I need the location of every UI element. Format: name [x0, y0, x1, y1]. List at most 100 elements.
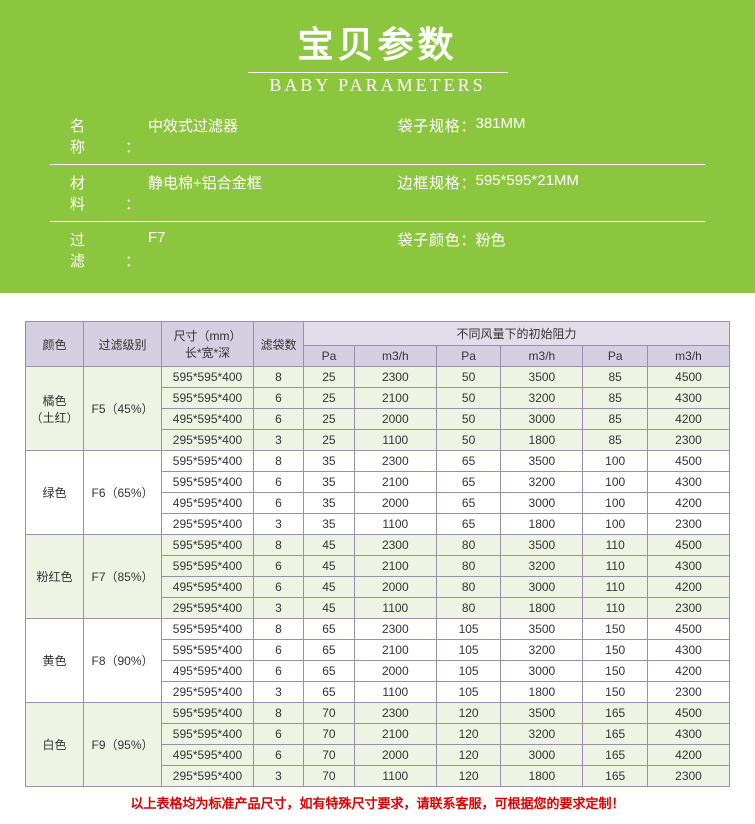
cell-value: 105: [436, 640, 501, 661]
cell-value: 2300: [648, 514, 730, 535]
cell-value: 110: [583, 556, 648, 577]
cell-value: 2300: [354, 451, 436, 472]
cell-value: 595*595*400: [162, 451, 254, 472]
cell-value: 3200: [501, 556, 583, 577]
cell-value: 2000: [354, 577, 436, 598]
cell-value: 295*595*400: [162, 598, 254, 619]
cell-color: 绿色: [26, 451, 84, 535]
cell-value: 2300: [354, 703, 436, 724]
cell-value: 150: [583, 661, 648, 682]
cell-value: 495*595*400: [162, 661, 254, 682]
cell-value: 6: [254, 409, 304, 430]
cell-value: 4300: [648, 472, 730, 493]
cell-value: 8: [254, 703, 304, 724]
cell-value: 50: [436, 430, 501, 451]
cell-value: 80: [436, 577, 501, 598]
spec-cell: 袋子规格：381MM: [378, 108, 706, 165]
cell-value: 4200: [648, 577, 730, 598]
spec-label: 边框规格：: [398, 172, 476, 214]
section-gap: [0, 293, 755, 313]
cell-value: 50: [436, 388, 501, 409]
spec-label: 材 料：: [70, 172, 148, 214]
cell-value: 110: [583, 535, 648, 556]
spec-label: 袋子颜色：: [398, 229, 476, 271]
cell-value: 4300: [648, 640, 730, 661]
cell-value: 6: [254, 493, 304, 514]
cell-value: 595*595*400: [162, 367, 254, 388]
cell-value: 3: [254, 766, 304, 787]
th-color: 颜色: [26, 322, 84, 367]
cell-value: 70: [304, 766, 355, 787]
th-sub: m3/h: [354, 346, 436, 367]
cell-value: 85: [583, 367, 648, 388]
cell-value: 3000: [501, 409, 583, 430]
cell-value: 3500: [501, 451, 583, 472]
cell-value: 70: [304, 724, 355, 745]
table-row: 橘色（土红）F5（45%）595*595*4008252300503500854…: [26, 367, 730, 388]
cell-value: 295*595*400: [162, 682, 254, 703]
cell-value: 6: [254, 640, 304, 661]
cell-value: 495*595*400: [162, 409, 254, 430]
cell-value: 25: [304, 430, 355, 451]
table-row: 白色F9（95%）595*595*40087023001203500165450…: [26, 703, 730, 724]
cell-value: 595*595*400: [162, 724, 254, 745]
cell-value: 495*595*400: [162, 745, 254, 766]
cell-value: 65: [304, 661, 355, 682]
cell-value: 2300: [354, 619, 436, 640]
cell-value: 6: [254, 388, 304, 409]
spec-value: 595*595*21MM: [476, 172, 579, 214]
cell-value: 85: [583, 388, 648, 409]
cell-value: 100: [583, 493, 648, 514]
title-english: BABY PARAMETERS: [50, 75, 705, 96]
cell-value: 6: [254, 577, 304, 598]
spec-label: 袋子规格：: [398, 115, 476, 157]
cell-value: 595*595*400: [162, 640, 254, 661]
cell-value: 100: [583, 472, 648, 493]
cell-value: 4500: [648, 619, 730, 640]
spec-grid: 名 称：中效式过滤器袋子规格：381MM材 料：静电棉+铝合金框边框规格：595…: [50, 108, 705, 278]
table-footer-note: 以上表格均为标准产品尺寸，如有特殊尺寸要求，请联系客服，可根据您的要求定制！: [25, 787, 730, 812]
cell-value: 595*595*400: [162, 535, 254, 556]
spec-value: 中效式过滤器: [148, 115, 238, 157]
cell-value: 1800: [501, 598, 583, 619]
cell-value: 595*595*400: [162, 556, 254, 577]
th-sub: m3/h: [648, 346, 730, 367]
title-divider: [248, 72, 508, 73]
th-sub: Pa: [304, 346, 355, 367]
cell-value: 595*595*400: [162, 388, 254, 409]
cell-value: 65: [304, 619, 355, 640]
cell-grade: F6（65%）: [84, 451, 162, 535]
cell-value: 1800: [501, 682, 583, 703]
cell-value: 2100: [354, 724, 436, 745]
cell-value: 3500: [501, 367, 583, 388]
th-sub: Pa: [436, 346, 501, 367]
cell-value: 105: [436, 619, 501, 640]
cell-value: 4200: [648, 745, 730, 766]
cell-value: 295*595*400: [162, 766, 254, 787]
cell-value: 120: [436, 724, 501, 745]
cell-color: 黄色: [26, 619, 84, 703]
cell-value: 2000: [354, 745, 436, 766]
cell-value: 3000: [501, 661, 583, 682]
cell-value: 80: [436, 598, 501, 619]
cell-value: 4200: [648, 661, 730, 682]
cell-value: 3000: [501, 745, 583, 766]
th-resistance: 不同风量下的初始阻力: [304, 322, 730, 346]
cell-value: 3500: [501, 619, 583, 640]
cell-value: 8: [254, 367, 304, 388]
cell-value: 70: [304, 703, 355, 724]
cell-value: 4500: [648, 367, 730, 388]
cell-value: 295*595*400: [162, 430, 254, 451]
cell-value: 35: [304, 514, 355, 535]
cell-value: 2300: [648, 598, 730, 619]
cell-value: 80: [436, 556, 501, 577]
cell-value: 150: [583, 682, 648, 703]
cell-value: 595*595*400: [162, 619, 254, 640]
spec-label: 过 滤：: [70, 229, 148, 271]
cell-value: 65: [436, 514, 501, 535]
cell-value: 4300: [648, 556, 730, 577]
cell-value: 6: [254, 661, 304, 682]
cell-value: 2000: [354, 493, 436, 514]
cell-value: 105: [436, 661, 501, 682]
spec-cell: 名 称：中效式过滤器: [50, 108, 378, 165]
